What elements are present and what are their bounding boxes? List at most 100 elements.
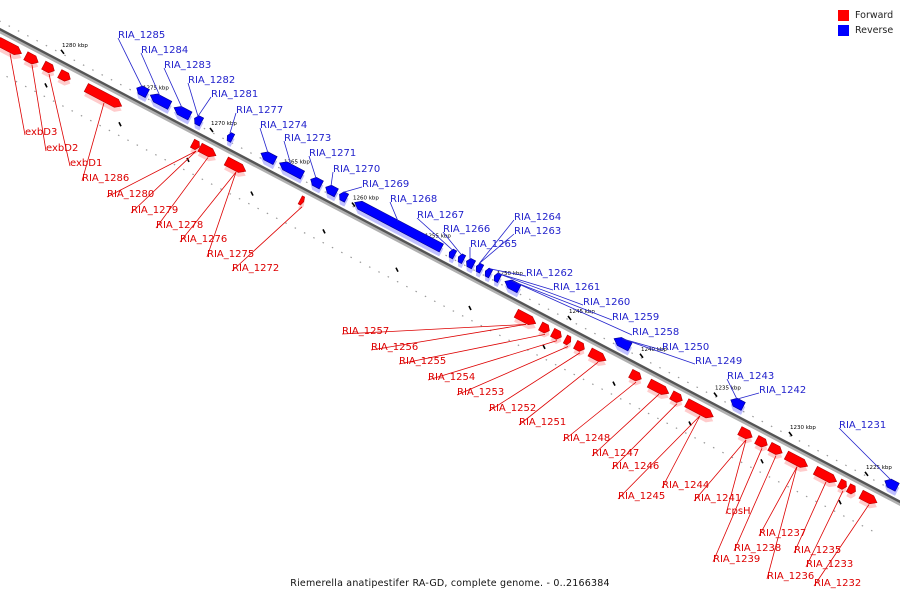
reverse-gene-label: RIA_1281: [211, 89, 258, 100]
minor-tick-mark: [395, 267, 399, 273]
forward-gene-block: [812, 465, 838, 488]
reverse-gene-label: RIA_1285: [118, 30, 165, 41]
forward-gene-label-leader: [370, 324, 527, 351]
scale-tick-label: 1250 kbp: [497, 271, 523, 277]
legend: Forward Reverse: [838, 8, 893, 38]
forward-gene-label: RIA_1232: [814, 578, 861, 589]
forward-gene-label-leader: [206, 172, 237, 258]
forward-gene-label: RIA_1238: [734, 543, 781, 554]
reverse-gene-label: RIA_1273: [284, 133, 331, 144]
scale-tick-mark: [713, 392, 718, 398]
minor-tick-mark: [250, 191, 254, 196]
reverse-gene-label: RIA_1283: [164, 60, 211, 71]
reverse-gene-label: RIA_1264: [514, 212, 561, 223]
reverse-gene-block: [173, 106, 193, 125]
scale-tick-label: 1255 kbp: [425, 233, 451, 239]
forward-gene-block: [737, 426, 753, 444]
reverse-gene-label-leader: [308, 155, 317, 179]
reverse-gene-label: RIA_1274: [260, 120, 307, 131]
forward-gene-block: [587, 347, 607, 367]
scale-tick-label: 1230 kbp: [790, 425, 816, 431]
reverse-gene-label: RIA_1284: [141, 45, 188, 56]
reverse-gene-label: RIA_1259: [612, 312, 659, 323]
forward-gene-label: RIA_1233: [806, 559, 853, 570]
reverse-gene-block: [149, 93, 173, 114]
forward-gene-block: [189, 138, 200, 155]
reverse-gene-label-leader: [389, 201, 399, 222]
forward-gene-label-leader: [488, 352, 581, 412]
reverse-gene-label-leader: [117, 37, 143, 87]
reverse-gene-label-leader: [511, 280, 613, 321]
forward-gene-label-leader: [725, 439, 747, 515]
forward-gene-label: RIA_1252: [489, 403, 536, 414]
forward-gene-label: RIA_1253: [457, 387, 504, 398]
reverse-gene-label-leader: [197, 96, 212, 117]
reverse-gene-label-leader: [229, 112, 237, 134]
reverse-gene-block: [457, 253, 467, 269]
forward-gene-label: RIA_1278: [156, 220, 203, 231]
reverse-gene-label-leader: [496, 272, 584, 306]
backbone-shadow: [0, 30, 900, 506]
forward-gene-label-leader: [661, 415, 701, 489]
reverse-gene-block: [884, 478, 900, 496]
legend-forward: Forward: [838, 8, 893, 23]
forward-gene-label: RIA_1257: [342, 326, 389, 337]
forward-gene-label: exbD1: [70, 158, 102, 169]
forward-gene-label: RIA_1241: [694, 493, 741, 504]
forward-gene-label: cpsH: [726, 506, 751, 517]
reverse-gene-label: RIA_1265: [470, 239, 517, 250]
forward-gene-label: RIA_1256: [371, 342, 418, 353]
reverse-gene-label: RIA_1250: [662, 342, 709, 353]
reverse-gene-label-leader: [621, 338, 663, 351]
scale-tick-mark: [864, 471, 869, 477]
minor-tick-mark: [542, 344, 546, 350]
forward-gene-label: RIA_1244: [662, 480, 709, 491]
forward-gene-label: RIA_1280: [107, 189, 154, 200]
forward-gene-label: RIA_1235: [794, 545, 841, 556]
forward-gene-label: RIA_1279: [131, 205, 178, 216]
reverse-gene-label: RIA_1266: [443, 224, 490, 235]
reverse-gene-label: RIA_1261: [553, 282, 600, 293]
forward-gene-label: RIA_1255: [399, 356, 446, 367]
reverse-gene-block: [493, 272, 503, 288]
forward-gene-label: RIA_1236: [767, 571, 814, 582]
legend-reverse: Reverse: [838, 23, 893, 38]
reverse-swatch: [838, 25, 849, 36]
reverse-gene-label-leader: [736, 392, 760, 400]
reverse-gene-label: RIA_1277: [236, 105, 283, 116]
minor-tick-mark: [760, 458, 764, 464]
forward-gene-label-leader: [106, 150, 197, 198]
reverse-gene-block: [475, 262, 485, 278]
forward-gene-label-leader: [793, 481, 827, 554]
forward-gene-label: RIA_1248: [563, 433, 610, 444]
forward-gene-label: RIA_1251: [519, 417, 566, 428]
reverse-gene-label: RIA_1267: [417, 210, 464, 221]
backbone: [0, 27, 900, 504]
forward-gene-label-leader: [231, 206, 303, 272]
forward-gene-label: exbD2: [46, 143, 78, 154]
reverse-gene-label-leader: [259, 127, 269, 154]
reverse-gene-label: RIA_1282: [188, 75, 235, 86]
legend-reverse-label: Reverse: [855, 25, 894, 36]
forward-gene-label-leader: [9, 53, 26, 136]
forward-gene-block: [83, 83, 123, 112]
forward-gene-label-leader: [733, 455, 777, 552]
forward-gene-block: [513, 308, 537, 330]
forward-gene-label-leader: [562, 381, 637, 442]
reverse-gene-label: RIA_1243: [727, 371, 774, 382]
reverse-gene-block: [354, 200, 444, 257]
reverse-gene-label-leader: [838, 427, 892, 481]
map-caption: Riemerella anatipestifer RA-GD, complete…: [290, 578, 610, 589]
reverse-gene-label: RIA_1269: [362, 179, 409, 190]
minor-tick-mark: [468, 305, 472, 311]
forward-gene-label-leader: [427, 340, 558, 381]
forward-gene-block: [767, 442, 783, 460]
forward-gene-block: [41, 60, 55, 78]
reverse-gene-label-leader: [726, 378, 738, 400]
minor-tick-mark: [44, 83, 48, 88]
forward-gene-label-leader: [518, 361, 599, 426]
forward-gene-label: RIA_1286: [82, 173, 129, 184]
reverse-gene-label: RIA_1268: [390, 194, 437, 205]
